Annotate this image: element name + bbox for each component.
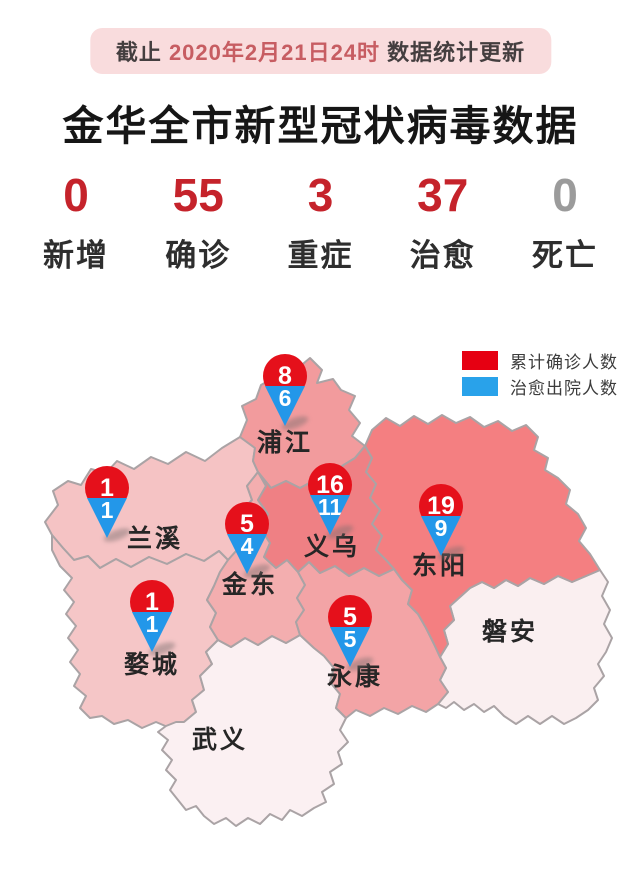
- page-title: 金华全市新型冠状病毒数据: [62, 103, 579, 149]
- cured-swatch: [462, 377, 498, 396]
- stat-deaths-value: 0: [552, 169, 578, 221]
- district-label-lanxi: 兰溪: [126, 525, 184, 553]
- legend-row-cured: 治愈出院人数: [462, 377, 618, 398]
- banner-suffix: 数据统计更新: [380, 40, 526, 65]
- stat-severe-value: 3: [307, 169, 334, 221]
- district-label-yiwu: 义乌: [303, 533, 361, 561]
- stat-cured-value: 37: [417, 169, 469, 221]
- district-label-pujiang: 浦江: [256, 429, 314, 457]
- legend-confirmed-label: 累计确诊人数: [510, 353, 618, 372]
- district-label-jindong: 金东: [221, 571, 279, 599]
- stat-new-value: 0: [63, 169, 89, 221]
- banner-prefix: 截止: [115, 40, 169, 65]
- district-label-panan: 磐安: [481, 618, 539, 646]
- district-label-wuyi: 武义: [191, 726, 249, 754]
- stat-confirmed: 55 确诊: [156, 172, 240, 275]
- district-label-wucheng: 婺城: [123, 651, 181, 679]
- district-label-dongyang: 东阳: [411, 552, 469, 580]
- legend-row-confirmed: 累计确诊人数: [462, 351, 618, 372]
- stat-new: 0 新增: [34, 172, 118, 275]
- stat-confirmed-value: 55: [172, 169, 224, 221]
- update-banner: 截止 2020年2月21日24时 数据统计更新: [89, 28, 552, 74]
- district-label-yongkang: 永康: [326, 663, 384, 691]
- confirmed-swatch: [462, 351, 498, 370]
- stat-severe-label: 重症: [287, 238, 354, 273]
- legend-cured-label: 治愈出院人数: [510, 379, 618, 398]
- stat-severe: 3 重症: [279, 172, 363, 275]
- marker-pin-dongyang: 19 9: [419, 484, 466, 563]
- stat-new-label: 新增: [43, 238, 109, 273]
- stat-deaths: 0 死亡: [523, 172, 607, 275]
- stat-confirmed-label: 确诊: [165, 238, 232, 273]
- banner-date: 2020年2月21日24时: [168, 40, 381, 65]
- stat-deaths-label: 死亡: [532, 238, 598, 273]
- stats-row: 0 新增 55 确诊 3 重症 37 治愈 0 死亡: [0, 172, 641, 275]
- map-legend: 累计确诊人数 治愈出院人数: [462, 351, 618, 403]
- stat-cured-label: 治愈: [409, 238, 476, 273]
- marker-pin-yiwu: 16 11: [308, 463, 355, 542]
- stat-cured: 37 治愈: [401, 172, 485, 275]
